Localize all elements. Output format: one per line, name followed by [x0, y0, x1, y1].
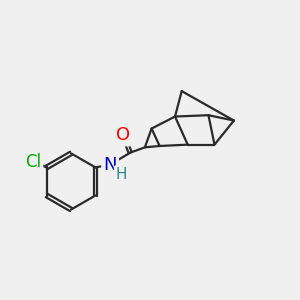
Text: O: O — [116, 126, 130, 144]
Text: H: H — [116, 167, 127, 182]
Text: N: N — [103, 156, 117, 174]
Text: Cl: Cl — [25, 153, 41, 171]
